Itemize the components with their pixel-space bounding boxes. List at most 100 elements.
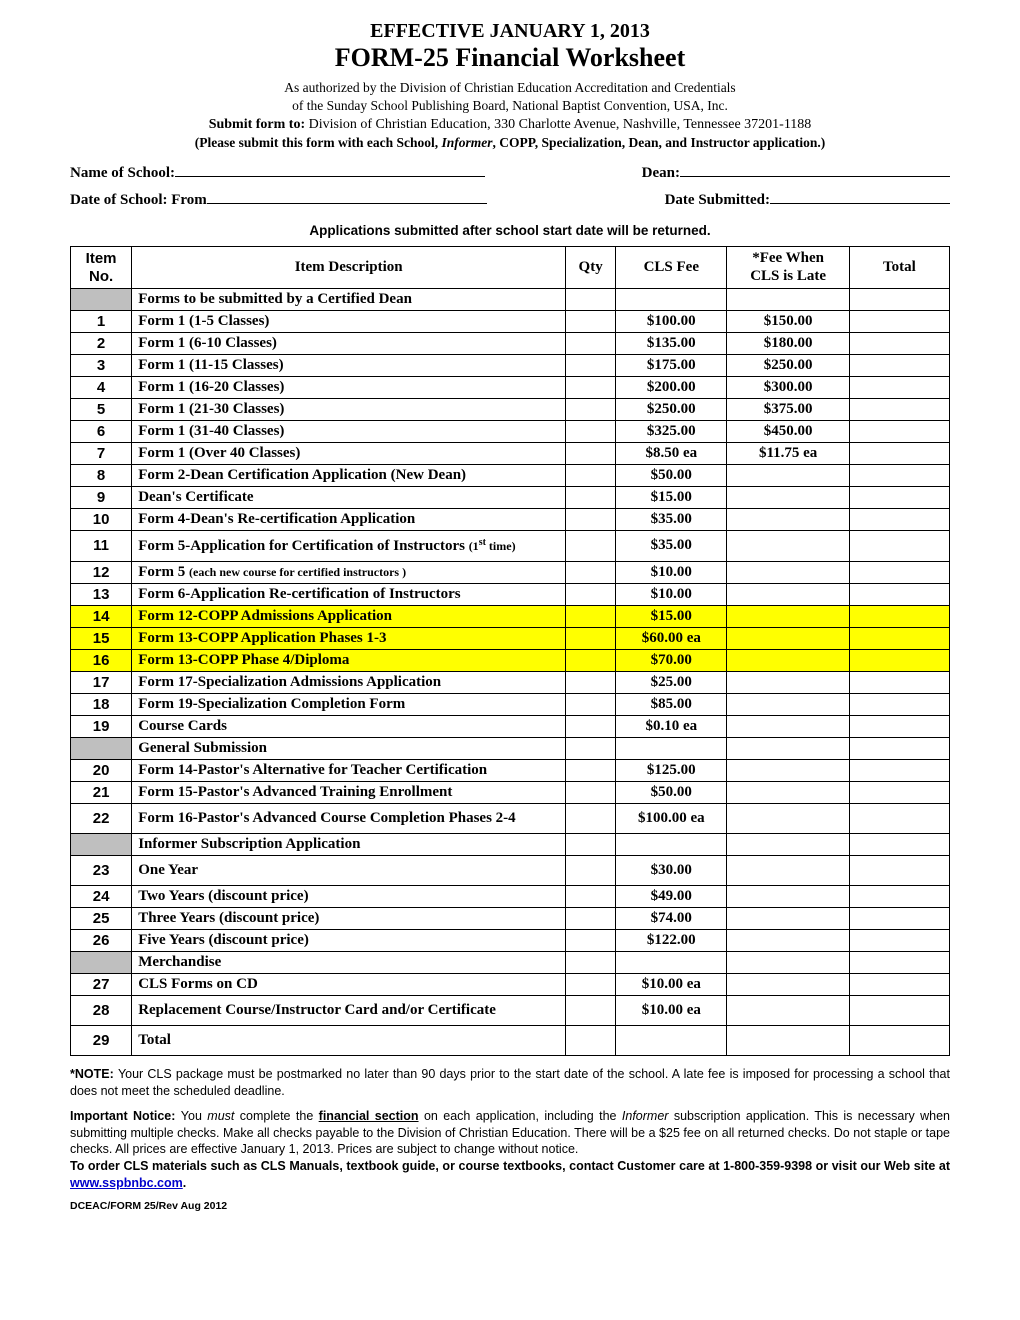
please-line: (Please submit this form with each Schoo…	[70, 135, 950, 151]
cell-late	[727, 907, 849, 929]
cell-total	[849, 951, 949, 973]
cell-total	[849, 398, 949, 420]
table-row: 24Two Years (discount price)$49.00	[71, 885, 950, 907]
cell-late	[727, 781, 849, 803]
cell-desc: Form 13-COPP Phase 4/Diploma	[132, 649, 566, 671]
table-row: Forms to be submitted by a Certified Dea…	[71, 288, 950, 310]
col-total: Total	[849, 247, 949, 289]
notes-block: *NOTE: Your CLS package must be postmark…	[70, 1066, 950, 1192]
cell-late	[727, 627, 849, 649]
cell-itemno	[71, 951, 132, 973]
cell-desc: Form 1 (11-15 Classes)	[132, 354, 566, 376]
cell-fee: $10.00 ea	[616, 973, 727, 995]
cell-itemno	[71, 833, 132, 855]
cell-late	[727, 649, 849, 671]
table-row: Merchandise	[71, 951, 950, 973]
cell-qty	[566, 376, 616, 398]
date-submitted-line	[770, 190, 950, 204]
cell-total	[849, 288, 949, 310]
table-row: 11Form 5-Application for Certification o…	[71, 530, 950, 561]
cell-total	[849, 759, 949, 781]
auth-line-2: of the Sunday School Publishing Board, N…	[70, 97, 950, 115]
cell-qty	[566, 649, 616, 671]
cell-itemno: 26	[71, 929, 132, 951]
cell-fee: $175.00	[616, 354, 727, 376]
table-row: 5Form 1 (21-30 Classes) $250.00$375.00	[71, 398, 950, 420]
cell-itemno: 7	[71, 442, 132, 464]
table-row: 22Form 16-Pastor's Advanced Course Compl…	[71, 803, 950, 833]
cell-fee: $35.00	[616, 508, 727, 530]
cell-fee: $125.00	[616, 759, 727, 781]
cell-desc: Form 1 (1-5 Classes)	[132, 310, 566, 332]
table-row: 4Form 1 (16-20 Classes)$200.00$300.00	[71, 376, 950, 398]
cell-desc: Form 1 (Over 40 Classes)	[132, 442, 566, 464]
cell-desc: Informer Subscription Application	[132, 833, 566, 855]
table-row: 16Form 13-COPP Phase 4/Diploma$70.00	[71, 649, 950, 671]
table-row: 12Form 5 (each new course for certified …	[71, 561, 950, 583]
table-row: 10Form 4-Dean's Re-certification Applica…	[71, 508, 950, 530]
cell-itemno: 12	[71, 561, 132, 583]
cell-qty	[566, 907, 616, 929]
cell-qty	[566, 310, 616, 332]
cell-late	[727, 464, 849, 486]
cell-qty	[566, 442, 616, 464]
cell-qty	[566, 354, 616, 376]
cell-fee: $15.00	[616, 605, 727, 627]
cell-total	[849, 464, 949, 486]
cell-fee: $85.00	[616, 693, 727, 715]
table-row: 6Form 1 (31-40 Classes)$325.00$450.00	[71, 420, 950, 442]
table-row: 28Replacement Course/Instructor Card and…	[71, 995, 950, 1025]
cell-fee: $25.00	[616, 671, 727, 693]
cell-itemno: 27	[71, 973, 132, 995]
cell-late	[727, 759, 849, 781]
cell-fee: $135.00	[616, 332, 727, 354]
cell-total	[849, 376, 949, 398]
cell-total	[849, 929, 949, 951]
cell-itemno: 16	[71, 649, 132, 671]
table-row: Informer Subscription Application	[71, 833, 950, 855]
table-row: 29Total	[71, 1025, 950, 1055]
cell-desc: Form 17-Specialization Admissions Applic…	[132, 671, 566, 693]
cell-late: $150.00	[727, 310, 849, 332]
cell-late	[727, 1025, 849, 1055]
date-of-school-line	[207, 190, 487, 204]
cell-fee: $49.00	[616, 885, 727, 907]
footer-code: DCEAC/FORM 25/Rev Aug 2012	[70, 1200, 950, 1212]
cell-qty	[566, 508, 616, 530]
col-itemno: ItemNo.	[71, 247, 132, 289]
important-notice-paragraph: Important Notice: You must complete the …	[70, 1108, 950, 1159]
cell-desc: Five Years (discount price)	[132, 929, 566, 951]
cell-fee: $10.00 ea	[616, 995, 727, 1025]
table-row: 7Form 1 (Over 40 Classes)$8.50 ea$11.75 …	[71, 442, 950, 464]
cell-fee: $250.00	[616, 398, 727, 420]
cell-qty	[566, 605, 616, 627]
cell-desc: CLS Forms on CD	[132, 973, 566, 995]
table-row: 1Form 1 (1-5 Classes)$100.00$150.00	[71, 310, 950, 332]
name-of-school-label: Name of School:	[70, 165, 175, 182]
submit-line: Submit form to: Division of Christian Ed…	[70, 117, 950, 133]
cell-itemno: 5	[71, 398, 132, 420]
cell-qty	[566, 398, 616, 420]
cell-fee: $0.10 ea	[616, 715, 727, 737]
dean-line	[680, 163, 950, 177]
cell-fee: $10.00	[616, 583, 727, 605]
cell-late	[727, 288, 849, 310]
cell-itemno: 23	[71, 855, 132, 885]
cell-total	[849, 332, 949, 354]
cell-total	[849, 973, 949, 995]
website-link[interactable]: www.sspbnbc.com	[70, 1176, 183, 1190]
cell-qty	[566, 973, 616, 995]
cell-fee: $100.00 ea	[616, 803, 727, 833]
dean-label: Dean:	[642, 165, 680, 182]
cell-late: $375.00	[727, 398, 849, 420]
cell-fee: $50.00	[616, 464, 727, 486]
cell-late: $180.00	[727, 332, 849, 354]
cell-total	[849, 420, 949, 442]
cell-itemno	[71, 737, 132, 759]
cell-late: $11.75 ea	[727, 442, 849, 464]
cell-late	[727, 929, 849, 951]
cell-late	[727, 486, 849, 508]
cell-desc: Form 1 (21-30 Classes)	[132, 398, 566, 420]
table-row: 13Form 6-Application Re-certification of…	[71, 583, 950, 605]
cell-total	[849, 649, 949, 671]
